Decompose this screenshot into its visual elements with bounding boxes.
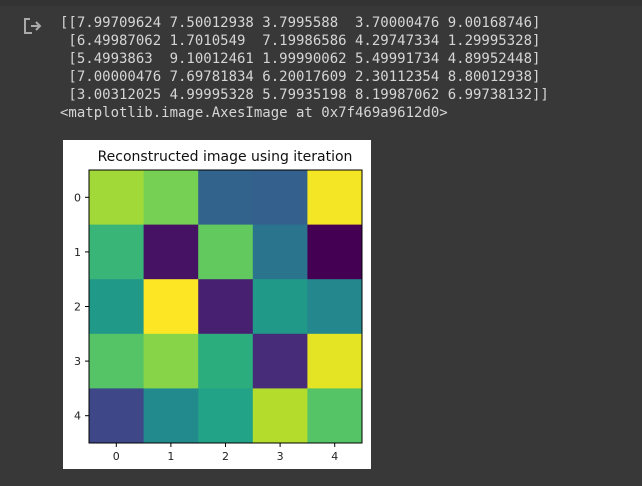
heatmap-chart: Reconstructed image using iteration 0 1 2 3… — [74, 149, 363, 463]
heatmap-cell — [252, 224, 308, 280]
x-tick-label: 2 — [222, 450, 229, 463]
output-text-area: [[7.99709624 7.50012938 3.7995588 3.7000… — [60, 14, 635, 122]
heatmap-cell — [252, 170, 308, 226]
heatmap-cell — [89, 279, 145, 335]
heatmap-cell — [198, 224, 254, 280]
y-tick-label: 4 — [74, 410, 81, 423]
axes-image-repr: <matplotlib.image.AxesImage at 0x7f469a9… — [60, 105, 448, 121]
heatmap-cell — [89, 170, 145, 226]
x-tick-label: 4 — [331, 450, 338, 463]
heatmap-cell — [252, 279, 308, 335]
heatmap-cell — [143, 224, 199, 280]
array-row: [6.49987062 1.7010549 7.19986586 4.29747… — [60, 33, 541, 49]
heatmap-cell — [307, 388, 363, 444]
y-tick-label: 3 — [74, 355, 81, 368]
heatmap-cell — [307, 170, 363, 226]
heatmap-cell — [198, 333, 254, 389]
heatmap-cells — [89, 170, 363, 444]
heatmap-cell — [198, 170, 254, 226]
heatmap-cell — [198, 279, 254, 335]
y-tick-label: 0 — [74, 191, 81, 204]
axis-ticks: 0 1 2 3 4 0 1 2 3 4 — [74, 191, 338, 463]
y-tick-label: 1 — [74, 246, 81, 259]
array-row: [[7.99709624 7.50012938 3.7995588 3.7000… — [60, 15, 541, 31]
heatmap-cell — [89, 333, 145, 389]
heatmap-cell — [89, 388, 145, 444]
heatmap-cell — [198, 388, 254, 444]
array-row: [5.4993863 9.10012461 1.99990062 5.49991… — [60, 51, 541, 67]
heatmap-cell — [252, 333, 308, 389]
chart-title: Reconstructed image using iteration — [98, 149, 353, 165]
heatmap-cell — [143, 333, 199, 389]
heatmap-cell — [307, 333, 363, 389]
x-tick-label: 1 — [167, 450, 174, 463]
heatmap-cell — [143, 170, 199, 226]
heatmap-cell — [252, 388, 308, 444]
x-tick-label: 3 — [277, 450, 284, 463]
array-row: [3.00312025 4.99995328 5.79935198 8.1998… — [60, 87, 549, 103]
heatmap-cell — [307, 279, 363, 335]
heatmap-cell — [143, 388, 199, 444]
cell-divider — [0, 0, 642, 6]
array-row: [7.00000476 7.69781834 6.20017609 2.3011… — [60, 69, 541, 85]
heatmap-cell — [89, 224, 145, 280]
heatmap-cell — [307, 224, 363, 280]
output-redirect-icon[interactable] — [20, 14, 44, 38]
y-tick-label: 2 — [74, 301, 81, 314]
matplotlib-figure: Reconstructed image using iteration 0 1 2 3… — [63, 140, 371, 469]
x-tick-label: 0 — [113, 450, 120, 463]
heatmap-cell — [143, 279, 199, 335]
